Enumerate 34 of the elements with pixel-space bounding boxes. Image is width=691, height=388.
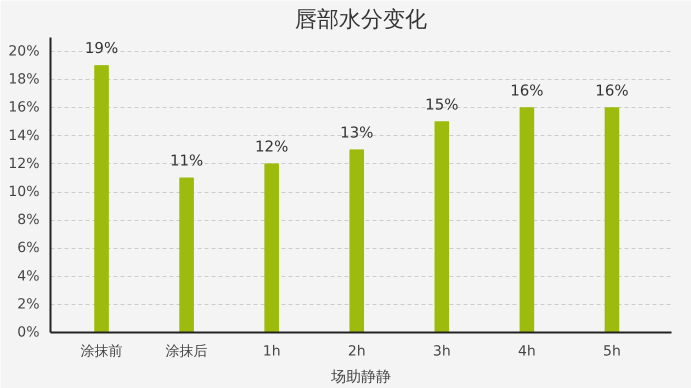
y-tick-label: 6% <box>17 240 40 256</box>
y-tick-label: 4% <box>17 268 40 284</box>
y-tick-label: 20% <box>8 44 40 60</box>
bar <box>434 121 450 332</box>
data-label: 19% <box>84 39 118 58</box>
x-tick-label: 涂抹后 <box>166 344 208 360</box>
data-label: 16% <box>510 81 544 100</box>
bar <box>94 65 109 332</box>
x-tick-label: 1h <box>262 344 281 360</box>
y-tick-label: 14% <box>8 128 40 144</box>
data-label: 11% <box>170 152 204 170</box>
bar <box>349 149 364 332</box>
y-tick-label: 18% <box>8 72 40 88</box>
x-tick-label: 5h <box>603 344 621 360</box>
x-tick-label: 涂抹前 <box>80 344 123 360</box>
bar <box>179 177 194 332</box>
y-tick-label: 0% <box>17 324 40 340</box>
bar <box>604 107 620 332</box>
x-tick-label: 3h <box>432 344 451 360</box>
y-tick-label: 16% <box>8 100 40 116</box>
y-tick-label: 8% <box>17 212 40 228</box>
data-label: 12% <box>255 138 288 156</box>
bar <box>520 107 534 332</box>
y-tick-label: 10% <box>8 184 40 200</box>
data-label: 13% <box>340 123 374 142</box>
y-tick-label: 12% <box>8 156 40 172</box>
data-label: 16% <box>595 81 629 100</box>
y-tick-label: 2% <box>17 296 40 312</box>
x-axis-title: 场助静静 <box>330 368 391 386</box>
x-tick-label: 4h <box>518 344 536 360</box>
chart-title: 唇部水分变化 <box>295 8 427 32</box>
x-tick-label: 2h <box>348 344 366 360</box>
data-label: 15% <box>425 95 458 114</box>
bar <box>264 163 279 332</box>
